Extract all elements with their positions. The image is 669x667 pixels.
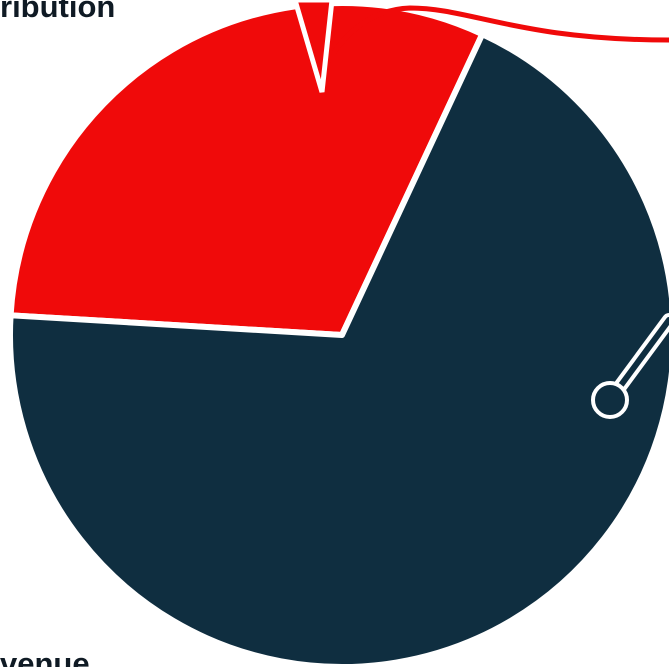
top-label: ribution [0,0,116,24]
annotations [292,0,669,419]
red-connector-curve [313,5,669,86]
pie-slice-2 [7,31,669,667]
bottom-label: venue [0,646,90,667]
red-callout-pointer [292,0,335,93]
marker-dot [591,381,629,419]
pie-slices [7,0,669,667]
